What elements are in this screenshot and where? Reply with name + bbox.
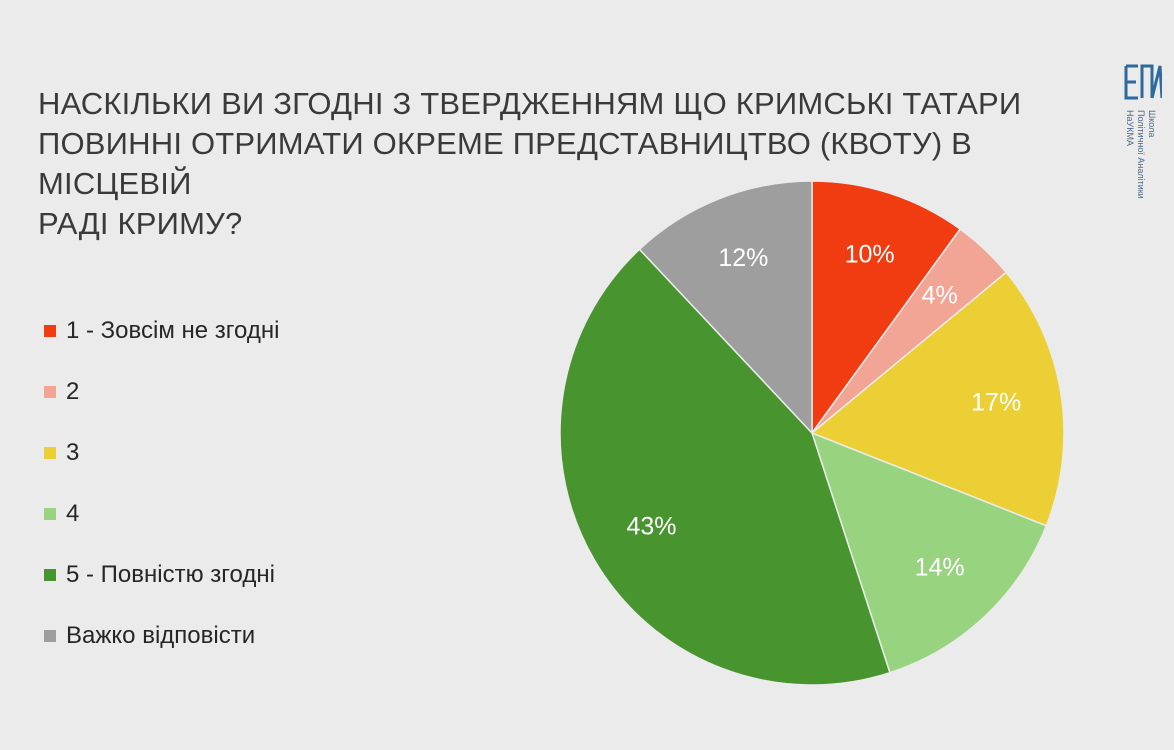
pie-slice-label: 14% [915,554,965,582]
legend-item-4: 4 [44,499,279,529]
pie-slice [810,271,1065,527]
legend-swatch [44,386,56,398]
chart-legend: 1 - Зовсім не згодні 2 3 4 5 - Повністю … [44,316,279,682]
logo-text-line: Політичної Аналітики [1136,110,1146,199]
legend-swatch [44,508,56,520]
pie-slice [811,180,962,436]
chart-title-line: РАДІ КРИМУ? [38,206,243,241]
legend-swatch [44,447,56,459]
legend-label: 3 [66,439,80,466]
pie-slice-label: 4% [922,282,958,310]
legend-label: 2 [66,378,80,405]
legend-swatch [44,325,56,337]
legend-item-5: 5 - Повністю згодні [44,560,279,590]
legend-item-1: 1 - Зовсім не згодні [44,316,279,346]
school-logo: Школа Політичної Аналітики НаУКМА [1118,62,1166,272]
logo-text: Школа Політичної Аналітики НаУКМА [1124,110,1157,199]
legend-label: 4 [66,500,80,527]
legend-swatch [44,569,56,581]
legend-item-6: Важко відповісти [44,621,279,651]
legend-label: Важко відповісти [66,622,256,649]
pie-slice [559,248,891,686]
pie-slice [638,180,813,435]
logo-text-line: Школа [1147,110,1157,138]
legend-label: 5 - Повністю згодні [66,561,275,588]
pie-slice-label: 17% [971,388,1021,416]
chart-title-line: ПОВИННІ ОТРИМАТИ ОКРЕМЕ ПРЕДСТАВНИЦТВО (… [38,126,973,201]
chart-title: НАСКІЛЬКИ ВИ ЗГОДНІ З ТВЕРДЖЕННЯМ ЩО КРИ… [38,84,1078,244]
logo-text-line: НаУКМА [1125,110,1135,146]
pie-slice-label: 43% [626,513,676,541]
chart-title-line: НАСКІЛЬКИ ВИ ЗГОДНІ З ТВЕРДЖЕННЯМ ЩО КРИ… [38,86,1022,121]
legend-swatch [44,630,56,642]
legend-item-3: 3 [44,438,279,468]
pie-slice-label: 12% [718,244,768,272]
legend-label: 1 - Зовсім не згодні [66,317,280,344]
legend-item-2: 2 [44,377,279,407]
pie-slice-label: 10% [845,240,895,268]
logo-mark-icon [1124,64,1162,100]
